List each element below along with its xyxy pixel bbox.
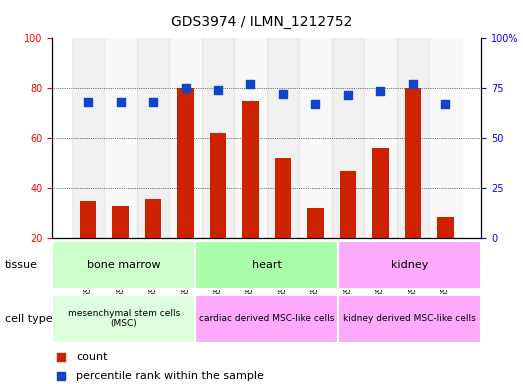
Text: heart: heart: [252, 260, 282, 270]
Bar: [137, 38, 169, 238]
Bar: [299, 38, 332, 238]
Point: [149, 99, 157, 105]
Text: count: count: [76, 352, 107, 362]
Text: kidney: kidney: [391, 260, 428, 270]
Bar: [429, 38, 462, 238]
Point: [376, 88, 384, 94]
Text: cardiac derived MSC-like cells: cardiac derived MSC-like cells: [199, 314, 334, 323]
Text: percentile rank within the sample: percentile rank within the sample: [76, 371, 264, 381]
Bar: [340, 170, 356, 238]
Bar: [437, 217, 453, 238]
Point: [56, 354, 65, 360]
FancyBboxPatch shape: [52, 295, 195, 343]
Point: [441, 101, 450, 108]
Point: [344, 92, 352, 98]
Point: [246, 81, 255, 88]
Point: [56, 373, 65, 379]
Text: cell type: cell type: [5, 314, 53, 324]
Text: tissue: tissue: [5, 260, 38, 270]
FancyBboxPatch shape: [195, 295, 338, 343]
Point: [214, 87, 222, 93]
Text: bone marrow: bone marrow: [87, 260, 161, 270]
Bar: [104, 38, 137, 238]
Text: GDS3974 / ILMN_1212752: GDS3974 / ILMN_1212752: [171, 15, 352, 29]
Bar: [210, 133, 226, 238]
Bar: [112, 206, 129, 238]
Bar: [177, 88, 194, 238]
Point: [409, 81, 417, 88]
Bar: [396, 38, 429, 238]
Bar: [80, 200, 96, 238]
Point: [279, 91, 287, 98]
Text: mesenchymal stem cells
(MSC): mesenchymal stem cells (MSC): [67, 309, 180, 328]
Bar: [332, 38, 364, 238]
Bar: [169, 38, 202, 238]
Point: [311, 101, 320, 108]
Point: [116, 99, 124, 105]
Bar: [242, 101, 258, 238]
Bar: [202, 38, 234, 238]
FancyBboxPatch shape: [52, 241, 195, 289]
Bar: [364, 38, 396, 238]
Bar: [308, 208, 324, 238]
Point: [84, 99, 92, 105]
Bar: [234, 38, 267, 238]
Bar: [372, 148, 389, 238]
FancyBboxPatch shape: [338, 241, 481, 289]
FancyBboxPatch shape: [338, 295, 481, 343]
Bar: [275, 158, 291, 238]
Point: [181, 85, 190, 91]
Bar: [405, 88, 421, 238]
FancyBboxPatch shape: [195, 241, 338, 289]
Text: kidney derived MSC-like cells: kidney derived MSC-like cells: [343, 314, 476, 323]
Bar: [267, 38, 299, 238]
Bar: [72, 38, 104, 238]
Bar: [145, 199, 161, 238]
